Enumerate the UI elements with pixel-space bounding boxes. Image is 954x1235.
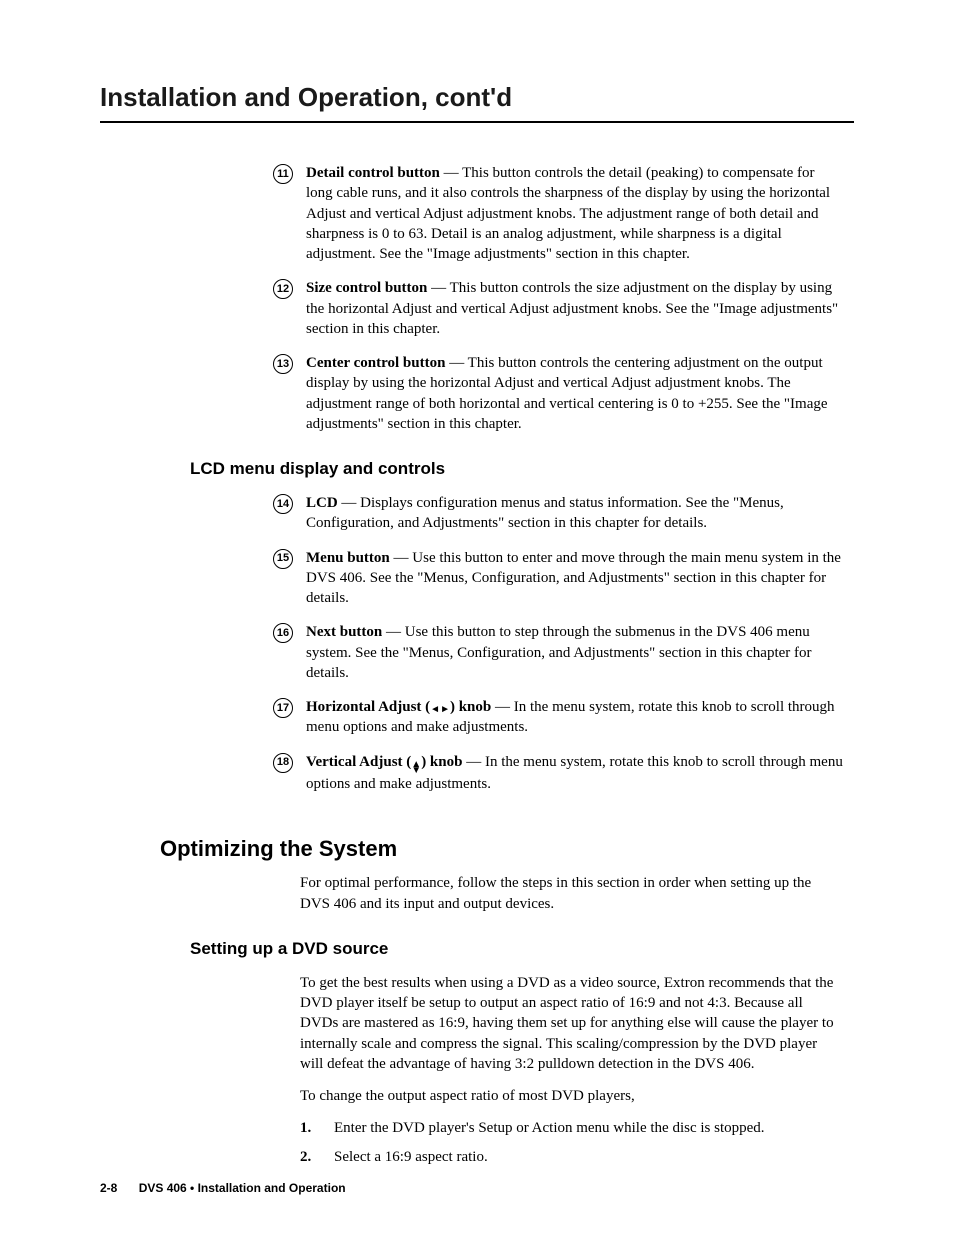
- step-number: 1.: [300, 1118, 334, 1138]
- item-row: 12 Size control button — This button con…: [270, 278, 844, 339]
- items-group-b: 14 LCD — Displays configuration menus an…: [270, 493, 844, 794]
- title-rule: [100, 121, 854, 123]
- item-term-suffix: ) knob: [450, 699, 491, 715]
- dvd-paragraph-2: To change the output aspect ratio of mos…: [300, 1086, 844, 1106]
- item-text: Size control button — This button contro…: [306, 278, 844, 339]
- item-term-prefix: Horizontal Adjust (: [306, 699, 430, 715]
- item-text: Detail control button — This button cont…: [306, 163, 844, 264]
- num-badge: 14: [270, 494, 296, 514]
- step-row: 2. Select a 16:9 aspect ratio.: [300, 1147, 844, 1167]
- item-row: 17 Horizontal Adjust (◄►) knob — In the …: [270, 697, 844, 738]
- item-row: 13 Center control button — This button c…: [270, 353, 844, 434]
- item-desc: — Displays configuration menus and statu…: [306, 495, 784, 531]
- item-text: Menu button — Use this button to enter a…: [306, 548, 844, 609]
- num-badge-value: 18: [273, 753, 293, 773]
- item-row: 14 LCD — Displays configuration menus an…: [270, 493, 844, 534]
- item-text: Center control button — This button cont…: [306, 353, 844, 434]
- section-subheading-lcd: LCD menu display and controls: [190, 458, 854, 481]
- num-badge: 13: [270, 354, 296, 374]
- step-row: 1. Enter the DVD player's Setup or Actio…: [300, 1118, 844, 1138]
- section-subheading-dvd: Setting up a DVD source: [190, 938, 854, 961]
- up-down-arrow-icon: ▲▼: [411, 762, 421, 774]
- num-badge: 18: [270, 753, 296, 773]
- item-text: Horizontal Adjust (◄►) knob — In the men…: [306, 697, 844, 738]
- step-text: Select a 16:9 aspect ratio.: [334, 1147, 844, 1167]
- item-text: Vertical Adjust (▲▼) knob — In the menu …: [306, 752, 844, 794]
- step-text: Enter the DVD player's Setup or Action m…: [334, 1118, 844, 1138]
- item-term: Detail control button: [306, 165, 440, 181]
- item-text: LCD — Displays configuration menus and s…: [306, 493, 844, 534]
- item-text: Next button — Use this button to step th…: [306, 622, 844, 683]
- dvd-steps: 1. Enter the DVD player's Setup or Actio…: [300, 1118, 844, 1167]
- item-term: LCD: [306, 495, 338, 511]
- num-badge-value: 11: [273, 164, 293, 184]
- item-row: 18 Vertical Adjust (▲▼) knob — In the me…: [270, 752, 844, 794]
- item-row: 11 Detail control button — This button c…: [270, 163, 844, 264]
- step-number: 2.: [300, 1147, 334, 1167]
- item-term-suffix: ) knob: [421, 754, 462, 770]
- dvd-paragraph-1: To get the best results when using a DVD…: [300, 973, 844, 1074]
- section-heading-optimizing: Optimizing the System: [160, 834, 854, 864]
- item-row: 16 Next button — Use this button to step…: [270, 622, 844, 683]
- footer-title: DVS 406 • Installation and Operation: [139, 1181, 346, 1195]
- num-badge-value: 13: [273, 354, 293, 374]
- left-right-arrow-icon: ◄►: [430, 703, 450, 717]
- item-desc: — Use this button to step through the su…: [306, 624, 812, 681]
- footer-page-number: 2-8: [100, 1181, 117, 1195]
- num-badge-value: 14: [273, 494, 293, 514]
- item-row: 15 Menu button — Use this button to ente…: [270, 548, 844, 609]
- num-badge: 11: [270, 164, 296, 184]
- item-term: Next button: [306, 624, 382, 640]
- num-badge-value: 12: [273, 279, 293, 299]
- num-badge: 15: [270, 549, 296, 569]
- num-badge: 16: [270, 623, 296, 643]
- num-badge: 12: [270, 279, 296, 299]
- optimizing-paragraph: For optimal performance, follow the step…: [300, 873, 844, 914]
- num-badge-value: 16: [273, 623, 293, 643]
- item-term: Center control button: [306, 355, 445, 371]
- page-title: Installation and Operation, cont'd: [100, 80, 854, 115]
- item-term: Menu button: [306, 550, 390, 566]
- page-footer: 2-8 DVS 406 • Installation and Operation: [100, 1180, 346, 1196]
- items-group-a: 11 Detail control button — This button c…: [270, 163, 844, 434]
- item-term-prefix: Vertical Adjust (: [306, 754, 411, 770]
- num-badge-value: 15: [273, 549, 293, 569]
- num-badge: 17: [270, 698, 296, 718]
- item-term: Size control button: [306, 280, 427, 296]
- num-badge-value: 17: [273, 698, 293, 718]
